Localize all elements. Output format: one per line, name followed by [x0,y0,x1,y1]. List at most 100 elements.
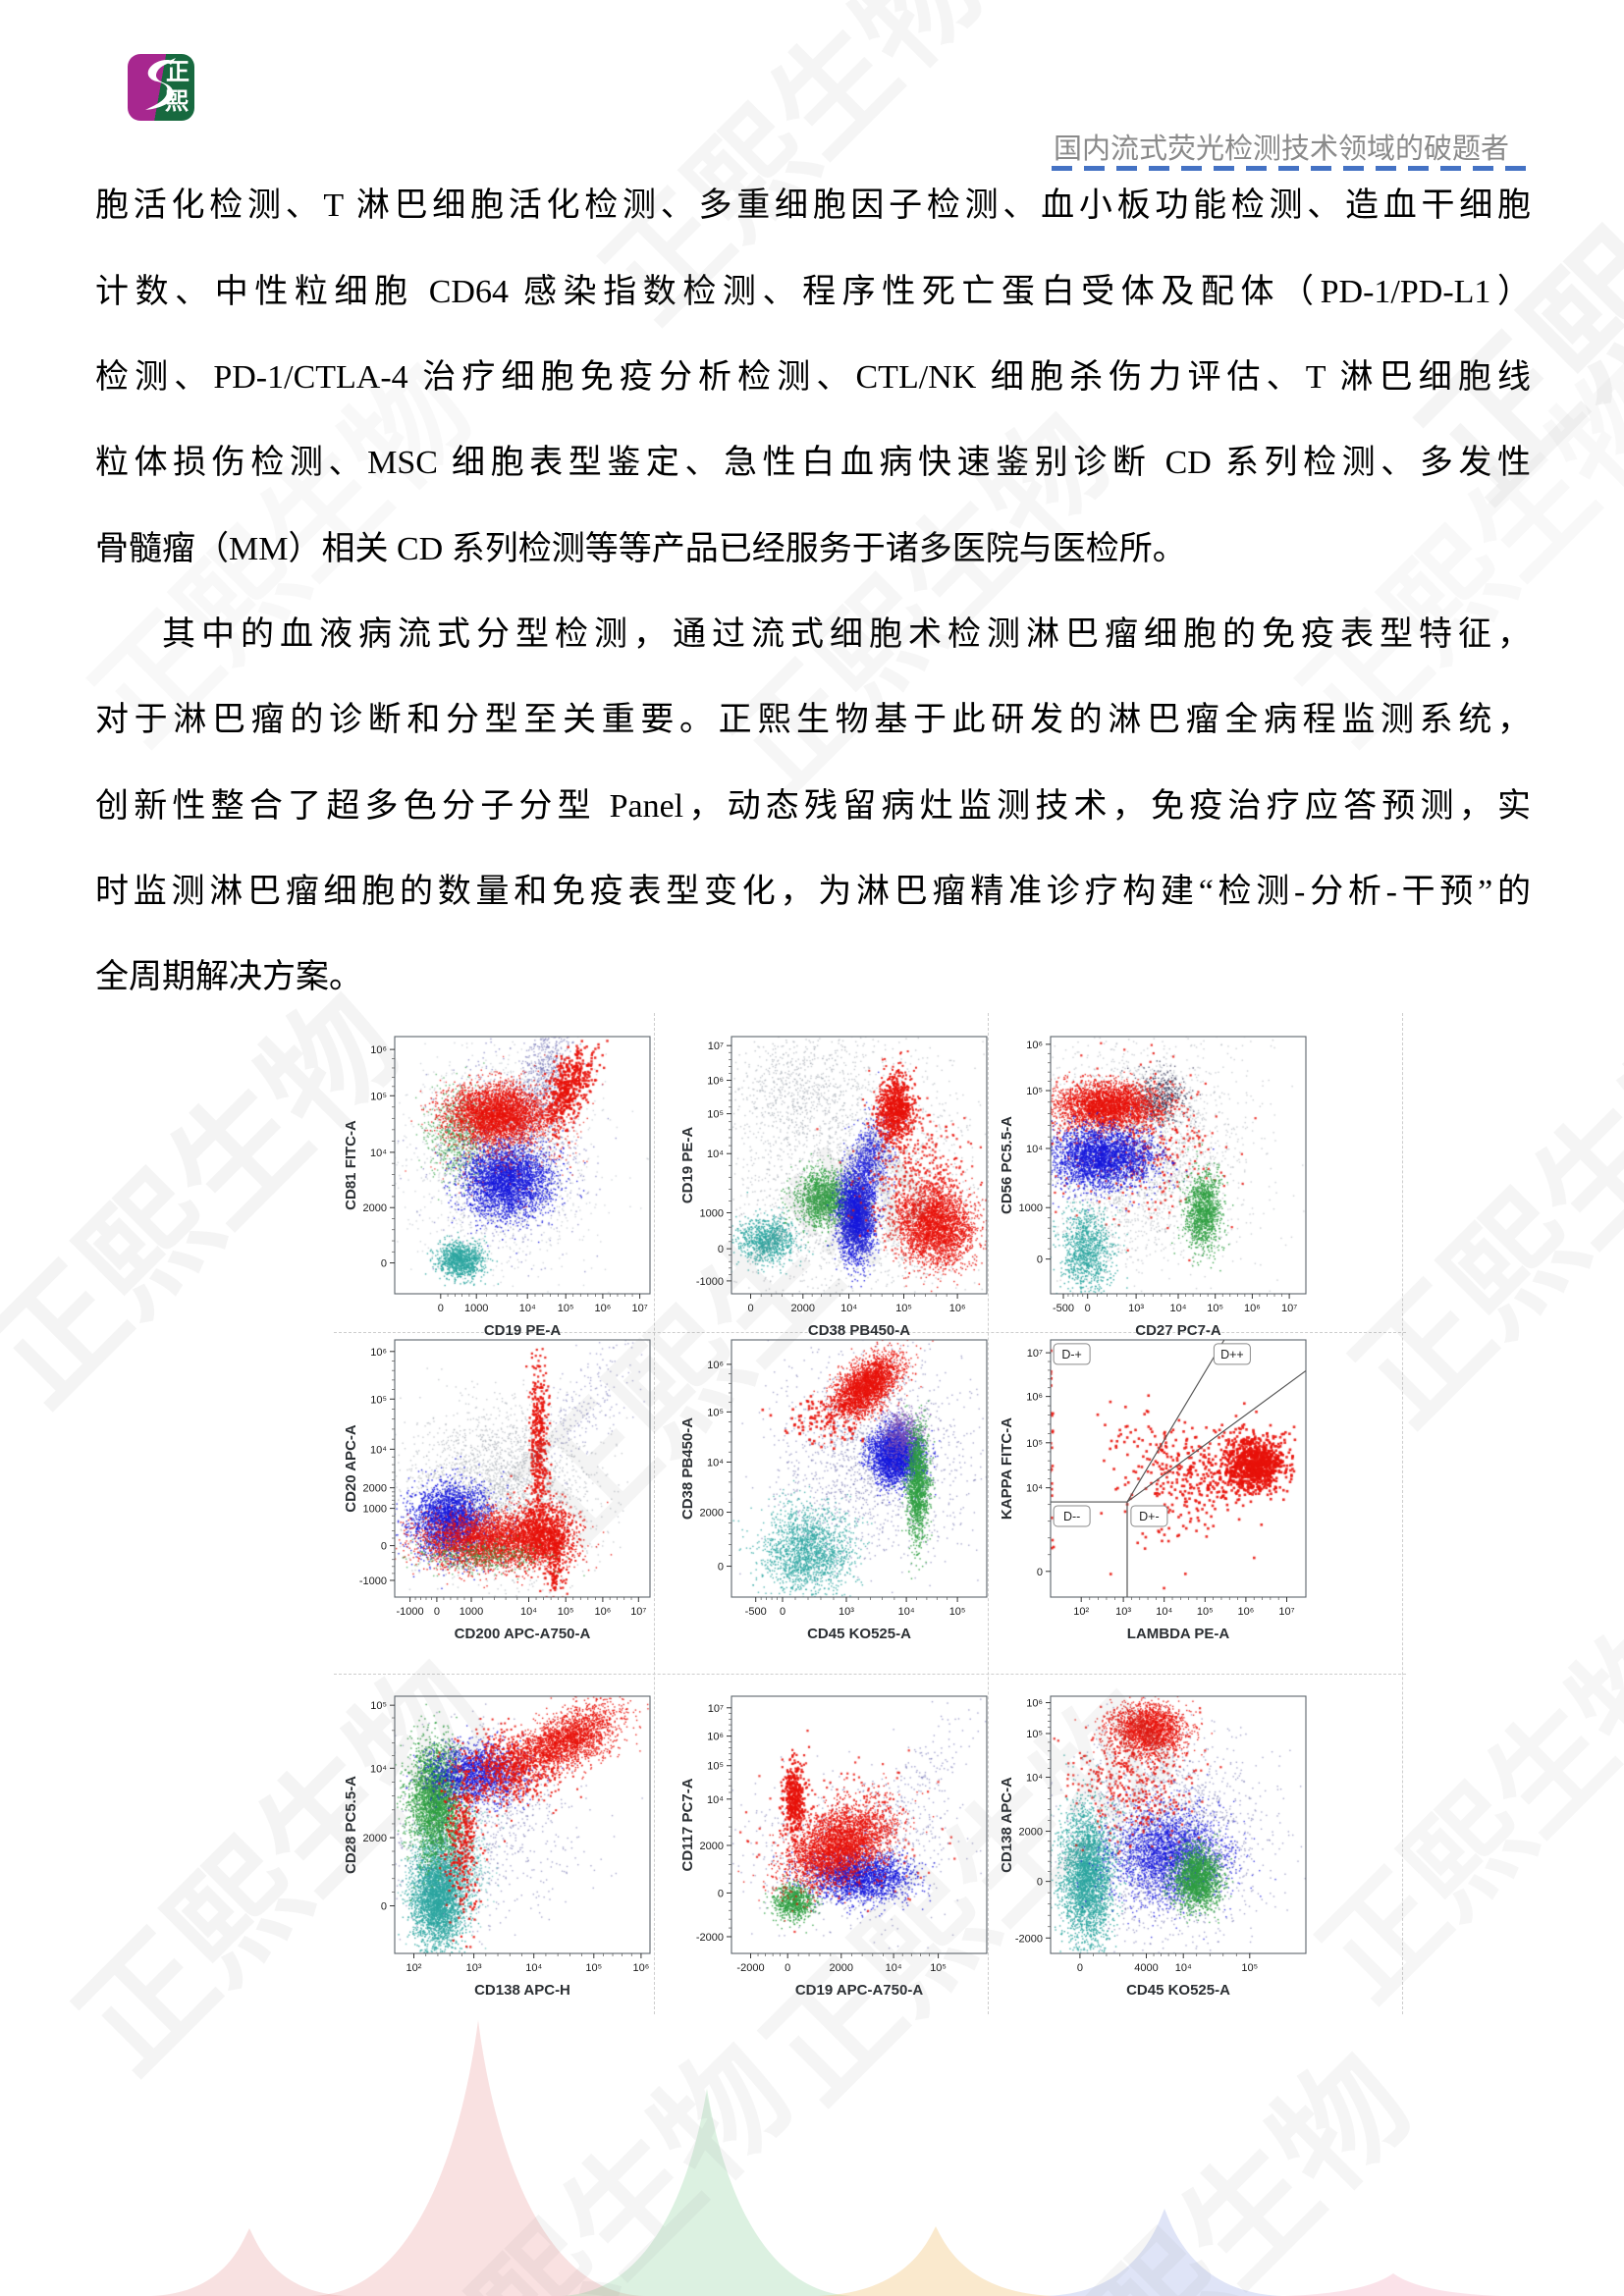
header-tagline-underline [1052,166,1529,171]
svg-text:10⁷: 10⁷ [1027,1348,1043,1360]
svg-text:-500: -500 [745,1606,767,1618]
svg-text:10⁵: 10⁵ [895,1303,912,1314]
body-line: 时监测淋巴瘤细胞的数量和免疫表型变化，为淋巴瘤精准诊疗构建“检测-分析-干预”的 [95,874,1531,910]
svg-text:-2000: -2000 [1015,1933,1043,1945]
svg-text:CD81 FITC-A: CD81 FITC-A [343,1120,359,1210]
body-line: 创新性整合了超多色分子分型 Panel，动态残留病灶监测技术，免疫治疗应答预测，… [95,788,1531,825]
body-line: 胞活化检测、T 淋巴细胞活化检测、多重细胞因子检测、血小板功能检测、造血干细胞 [95,187,1531,224]
body-line: 全周期解决方案。 [95,959,362,995]
svg-text:10⁴: 10⁴ [519,1303,536,1314]
body-line: 对于淋巴瘤的诊断和分型至关重要。正熙生物基于此研发的淋巴瘤全病程监测系统， [95,702,1531,738]
scatter-axes: 0 1000 10⁴ 10⁵ 10⁶ 10⁷ 10⁶ 10⁵ 10⁴ 2000 0 CD19 PE-A… [343,1036,651,1339]
svg-text:10⁴: 10⁴ [525,1962,542,1974]
svg-text:10⁷: 10⁷ [630,1606,646,1618]
scatter-plot-5: -500 0 10³ 10⁴ 10⁵ 10⁶ 10⁵ 10⁴ 2000 0 CD45 KO525-A… [671,1326,1004,1657]
svg-text:CD19 PE-A: CD19 PE-A [484,1322,562,1339]
svg-text:CD20 APC-A: CD20 APC-A [343,1424,359,1513]
svg-text:-500: -500 [1053,1303,1074,1314]
svg-text:CD200 APC-A750-A: CD200 APC-A750-A [455,1626,591,1642]
svg-text:10⁵: 10⁵ [1026,1438,1043,1450]
svg-text:10⁶: 10⁶ [370,1044,387,1056]
svg-text:10⁶: 10⁶ [1026,1698,1043,1710]
svg-text:10⁶: 10⁶ [633,1962,650,1974]
scatter-plot-2: 0 2000 10⁴ 10⁵ 10⁶ 10⁷ 10⁶ 10⁵ 10⁴ 1000 0 -1000 CD38… [671,1023,1004,1354]
footer-peak [560,2089,854,2296]
svg-text:0: 0 [1077,1962,1083,1974]
svg-text:1000: 1000 [363,1504,387,1516]
svg-text:CD19 PE-A: CD19 PE-A [679,1127,696,1204]
table-divider [1402,1013,1403,2014]
footer-peaks-decoration [151,2020,1501,2296]
svg-text:10⁴: 10⁴ [370,1148,387,1159]
svg-text:10⁴: 10⁴ [840,1303,857,1314]
svg-text:10⁶: 10⁶ [595,1606,612,1618]
svg-text:-2000: -2000 [736,1962,764,1974]
svg-text:10⁴: 10⁴ [1175,1962,1192,1974]
scatter-plot-1: 0 1000 10⁴ 10⁵ 10⁶ 10⁷ 10⁶ 10⁵ 10⁴ 2000 0 CD19 PE-A… [334,1023,668,1354]
svg-text:0: 0 [381,1901,387,1913]
svg-text:10⁵: 10⁵ [707,1109,724,1121]
footer-peak [311,2020,645,2296]
svg-text:10⁶: 10⁶ [707,1076,724,1088]
svg-text:10⁴: 10⁴ [1026,1773,1043,1785]
footer-peak [818,2226,1054,2296]
svg-text:10⁴: 10⁴ [1026,1483,1043,1495]
scatter-axes: -2000 0 2000 10⁴ 10⁵ 10⁷ 10⁶ 10⁵ 10⁴ 2000 0 -2000 CD… [679,1695,988,1999]
svg-text:0: 0 [381,1258,387,1270]
scatter-axes: -1000 0 1000 10⁴ 10⁵ 10⁶ 10⁷ 10⁶ 10⁵ 10⁴ 2000 1000 0… [343,1339,651,1642]
body-line: 骨髓瘤（MM）相关 CD 系列检测等等产品已经服务于诸多医院与医检所。 [95,531,1186,567]
body-line: 检测、PD-1/CTLA-4 治疗细胞免疫分析检测、CTL/NK 细胞杀伤力评估… [95,359,1531,396]
svg-text:熙: 熙 [165,89,189,115]
svg-text:10⁵: 10⁵ [707,1761,724,1773]
scatter-axes: 0 4000 10⁴ 10⁵ 10⁶ 10⁵ 10⁴ 2000 0 -2000 CD45 KO525… [999,1695,1307,1999]
svg-text:1000: 1000 [460,1606,483,1618]
svg-text:0: 0 [1085,1303,1091,1314]
svg-text:10⁷: 10⁷ [631,1303,647,1314]
svg-text:CD28 PC5.5-A: CD28 PC5.5-A [343,1776,359,1874]
svg-text:10⁵: 10⁵ [949,1606,966,1618]
svg-text:10⁵: 10⁵ [1026,1729,1043,1740]
svg-text:10⁵: 10⁵ [930,1962,947,1974]
svg-text:CD56 PC5.5-A: CD56 PC5.5-A [999,1116,1015,1214]
svg-text:10²: 10² [1073,1606,1089,1618]
scatter-plot-4: -1000 0 1000 10⁴ 10⁵ 10⁶ 10⁷ 10⁶ 10⁵ 10⁴ 2000 1000 0… [334,1326,668,1657]
table-divider [334,1674,1406,1675]
scatter-points-canvas [731,1340,987,1597]
svg-text:10⁷: 10⁷ [1278,1606,1294,1618]
svg-text:正: 正 [166,60,189,85]
scatter-axes: 0 2000 10⁴ 10⁵ 10⁶ 10⁷ 10⁶ 10⁵ 10⁴ 1000 0 -1000 CD38… [679,1036,988,1339]
svg-text:10⁴: 10⁴ [1170,1303,1187,1314]
svg-text:1000: 1000 [700,1207,724,1219]
svg-text:2000: 2000 [363,1202,387,1214]
svg-text:10⁶: 10⁶ [707,1732,724,1743]
svg-text:10³: 10³ [466,1962,482,1974]
svg-text:10⁶: 10⁶ [1238,1606,1255,1618]
header-tagline: 国内流式荧光检测技术领域的破题者 [1054,133,1510,165]
svg-text:10⁴: 10⁴ [898,1606,915,1618]
scatter-axes: 10² 10³ 10⁴ 10⁵ 10⁶ 10⁵ 10⁴ 2000 0 CD138 APC-H CD2… [343,1695,651,1999]
svg-text:2000: 2000 [791,1303,815,1314]
svg-text:CD45 KO525-A: CD45 KO525-A [807,1626,911,1642]
svg-text:10⁵: 10⁵ [558,1606,574,1618]
svg-text:-1000: -1000 [359,1575,387,1587]
svg-text:10⁷: 10⁷ [1281,1303,1297,1314]
svg-text:2000: 2000 [830,1962,853,1974]
svg-text:10⁴: 10⁴ [707,1457,724,1468]
logo-swoosh-icon: 正 熙 [145,58,189,115]
flow-plots-grid: 0 1000 10⁴ 10⁵ 10⁶ 10⁷ 10⁶ 10⁵ 10⁴ 2000 0 CD19 PE-A… [334,1013,1408,2018]
svg-text:-1000: -1000 [696,1276,724,1288]
svg-text:10⁵: 10⁵ [1026,1086,1043,1097]
svg-text:10⁴: 10⁴ [707,1148,724,1160]
scatter-plot-7: 10² 10³ 10⁴ 10⁵ 10⁶ 10⁵ 10⁴ 2000 0 CD138 APC-H CD2… [334,1682,668,2013]
scatter-points-canvas [1051,1037,1306,1294]
svg-text:0: 0 [718,1244,724,1255]
footer-peak [1047,2209,1282,2296]
svg-text:0: 0 [780,1606,785,1618]
svg-text:0: 0 [718,1562,724,1574]
scatter-axes: -500 0 10³ 10⁴ 10⁵ 10⁶ 10⁷ 10⁶ 10⁵ 10⁴ 1000 0 CD27 P… [999,1036,1307,1339]
svg-text:10⁵: 10⁵ [370,1394,387,1406]
svg-text:0: 0 [1037,1567,1043,1578]
svg-text:CD38 PB450-A: CD38 PB450-A [808,1322,910,1339]
svg-text:CD27 PC7-A: CD27 PC7-A [1135,1322,1221,1339]
